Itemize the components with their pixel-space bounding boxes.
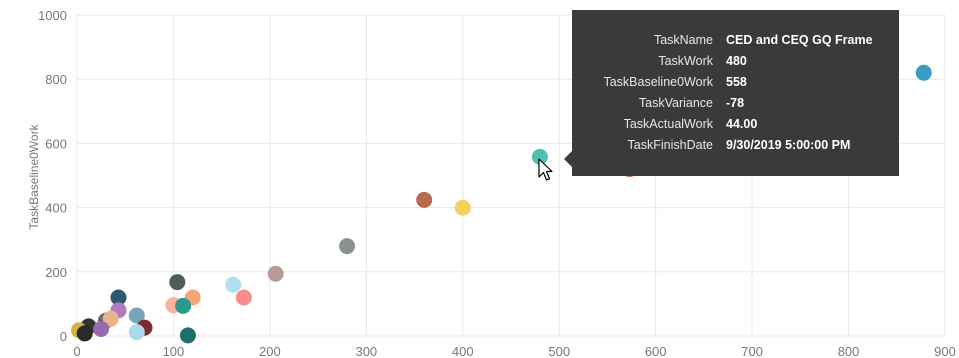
data-point[interactable] xyxy=(235,289,252,306)
y-tick-label: 600 xyxy=(45,136,67,151)
data-points xyxy=(70,64,932,344)
x-tick-label: 700 xyxy=(741,344,763,358)
x-tick-label: 100 xyxy=(163,344,185,358)
data-point[interactable] xyxy=(267,265,284,282)
data-point[interactable] xyxy=(128,307,145,324)
tooltip-key: TaskActualWork xyxy=(623,117,713,131)
tooltip-row: TaskWork 480 xyxy=(572,51,899,72)
tooltip-arrow xyxy=(564,151,572,167)
data-point[interactable] xyxy=(225,276,242,293)
y-tick-label: 1000 xyxy=(38,8,67,23)
tooltip-value: 44.00 xyxy=(726,117,758,131)
x-axis: 0 100 200 300 400 500 600 700 800 900 xyxy=(73,344,955,358)
data-point[interactable] xyxy=(416,191,433,208)
tooltip-row: TaskBaseline0Work 558 xyxy=(572,72,899,93)
data-point[interactable] xyxy=(454,199,471,216)
y-tick-label: 800 xyxy=(45,72,67,87)
tooltip-key: TaskFinishDate xyxy=(627,138,713,152)
x-tick-label: 800 xyxy=(838,344,860,358)
data-tooltip: TaskName CED and CEQ GQ Frame TaskWork 4… xyxy=(572,10,899,176)
tooltip-value: CED and CEQ GQ Frame xyxy=(726,33,873,47)
y-tick-label: 0 xyxy=(60,329,67,344)
x-tick-label: 300 xyxy=(355,344,377,358)
data-point[interactable] xyxy=(339,238,356,255)
tooltip-value: 558 xyxy=(726,75,747,89)
tooltip-row: TaskActualWork 44.00 xyxy=(572,114,899,135)
x-tick-label: 400 xyxy=(452,344,474,358)
data-point[interactable] xyxy=(110,289,127,306)
x-tick-label: 0 xyxy=(73,344,80,358)
data-point[interactable] xyxy=(175,297,192,314)
x-tick-label: 900 xyxy=(934,344,956,358)
tooltip-value: 480 xyxy=(726,54,747,68)
data-point[interactable] xyxy=(179,327,196,344)
data-point[interactable] xyxy=(169,274,186,291)
x-tick-label: 600 xyxy=(645,344,667,358)
data-point[interactable] xyxy=(531,148,548,165)
data-point[interactable] xyxy=(102,310,119,327)
data-point[interactable] xyxy=(93,320,110,337)
tooltip-row: TaskName CED and CEQ GQ Frame xyxy=(572,30,899,51)
data-point[interactable] xyxy=(915,64,932,81)
tooltip-key: TaskVariance xyxy=(638,96,713,110)
tooltip-row: TaskVariance -78 xyxy=(572,93,899,114)
y-tick-label: 400 xyxy=(45,201,67,216)
y-tick-label: 200 xyxy=(45,265,67,280)
data-point[interactable] xyxy=(128,324,145,341)
tooltip-value: -78 xyxy=(726,96,745,110)
x-tick-label: 200 xyxy=(259,344,281,358)
tooltip-key: TaskName xyxy=(653,33,713,47)
tooltip-value: 9/30/2019 5:00:00 PM xyxy=(726,138,851,152)
x-tick-label: 500 xyxy=(548,344,570,358)
y-axis-label: TaskBaseline0Work xyxy=(27,123,41,229)
tooltip-key: TaskBaseline0Work xyxy=(603,75,713,89)
tooltip-row: TaskFinishDate 9/30/2019 5:00:00 PM xyxy=(572,135,899,156)
data-point[interactable] xyxy=(76,325,93,342)
y-axis: 0 200 400 600 800 1000 xyxy=(38,8,67,344)
mouse-pointer-icon xyxy=(538,158,553,181)
tooltip-key: TaskWork xyxy=(658,54,713,68)
